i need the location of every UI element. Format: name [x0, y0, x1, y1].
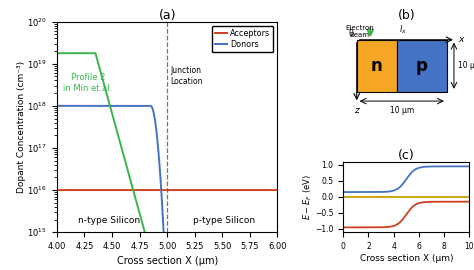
- Title: (a): (a): [158, 9, 176, 22]
- Text: Junction
Location: Junction Location: [171, 66, 203, 86]
- Text: 10 μm: 10 μm: [390, 106, 414, 115]
- Text: $E_F$: $E_F$: [473, 188, 474, 201]
- Text: 0: 0: [348, 29, 353, 38]
- Bar: [357, 40, 397, 92]
- Y-axis label: $E - E_F$ (eV): $E - E_F$ (eV): [301, 174, 314, 220]
- Text: $E_v$: $E_v$: [473, 195, 474, 208]
- Text: 10 μm: 10 μm: [458, 61, 474, 70]
- X-axis label: Cross section X (μm): Cross section X (μm): [359, 254, 453, 263]
- Text: x: x: [458, 35, 464, 44]
- Legend: Acceptors, Donors: Acceptors, Donors: [211, 26, 273, 52]
- Y-axis label: Dopant Concentration (cm⁻³): Dopant Concentration (cm⁻³): [17, 61, 26, 193]
- Text: z: z: [355, 106, 359, 115]
- Text: n: n: [371, 57, 383, 75]
- Text: Profile 2
in Min et.al.: Profile 2 in Min et.al.: [63, 73, 112, 93]
- Text: $E_c$: $E_c$: [473, 160, 474, 173]
- Title: (b): (b): [397, 9, 415, 22]
- Title: (c): (c): [398, 148, 415, 161]
- Bar: [397, 40, 447, 92]
- Text: $l_x$: $l_x$: [399, 23, 407, 36]
- Text: p: p: [416, 57, 428, 75]
- Text: p-type Silicon: p-type Silicon: [193, 216, 255, 225]
- Text: Electron
Beam: Electron Beam: [345, 25, 374, 38]
- Text: n-type Silicon: n-type Silicon: [78, 216, 140, 225]
- X-axis label: Cross section X (μm): Cross section X (μm): [117, 256, 218, 266]
